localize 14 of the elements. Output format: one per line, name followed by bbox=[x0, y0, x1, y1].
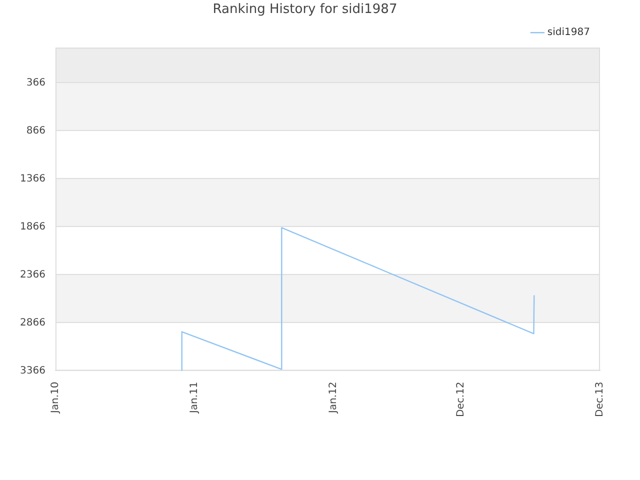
legend-label: sidi1987 bbox=[547, 27, 590, 38]
y-tick-label: 3366 bbox=[20, 365, 46, 376]
x-tick-label: Jan.10 bbox=[50, 382, 62, 414]
y-tick-label: 2366 bbox=[20, 269, 46, 280]
chart-title: Ranking History for sidi1987 bbox=[212, 2, 398, 18]
y-tick-label: 866 bbox=[26, 125, 46, 136]
y-tick-label: 366 bbox=[26, 77, 46, 88]
y-tick-label: 1366 bbox=[20, 173, 46, 184]
x-tick-label: Jan.11 bbox=[189, 382, 200, 414]
x-tick-label: Dec.12 bbox=[456, 382, 467, 418]
y-tick-label: 2866 bbox=[20, 317, 46, 328]
y-tick-label: 1866 bbox=[20, 221, 46, 232]
x-tick-label: Dec.13 bbox=[594, 382, 606, 418]
x-tick-label: Jan.12 bbox=[328, 382, 340, 414]
